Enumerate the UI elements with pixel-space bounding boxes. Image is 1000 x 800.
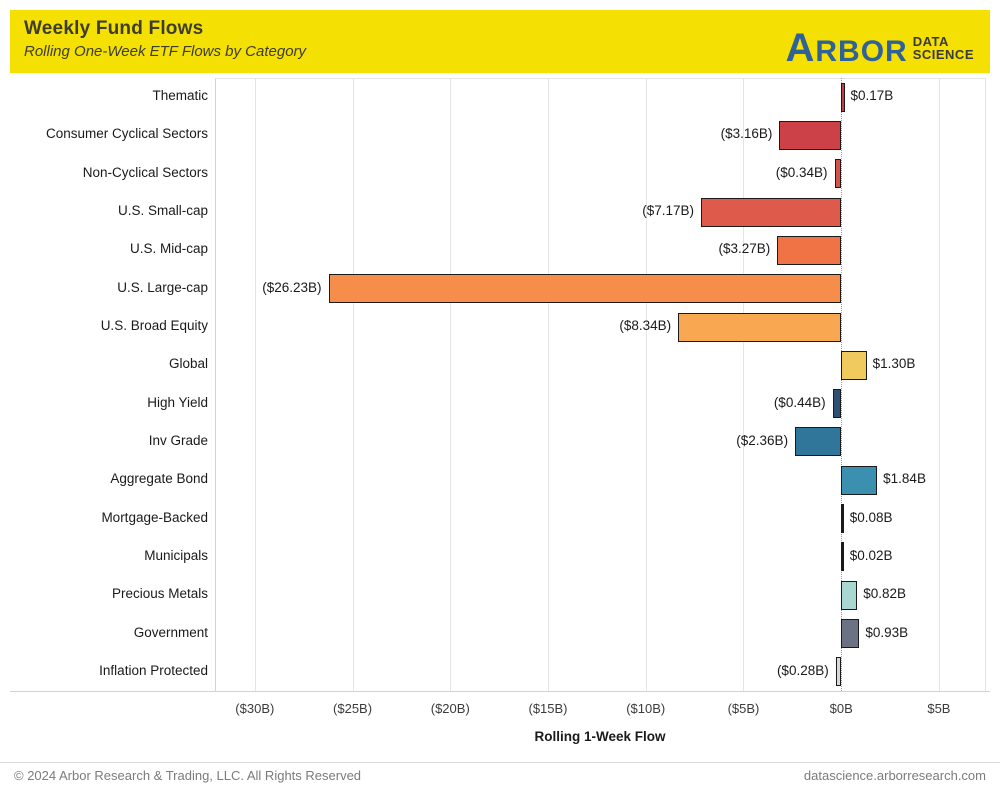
value-label: $1.30B (872, 356, 916, 372)
value-label: ($3.27B) (718, 241, 771, 257)
value-label: ($3.16B) (720, 126, 773, 142)
bar-precious-metals[interactable] (841, 580, 858, 610)
category-label: Mortgage-Backed (101, 509, 208, 525)
value-label: $0.08B (849, 509, 893, 525)
value-label: $0.82B (863, 586, 907, 602)
header-banner: Weekly Fund Flows Rolling One-Week ETF F… (10, 10, 990, 73)
category-label: High Yield (147, 394, 208, 410)
footer-url[interactable]: datascience.arborresearch.com (803, 768, 986, 783)
x-tick-label: ($30B) (235, 701, 275, 716)
category-label: U.S. Large-cap (117, 279, 208, 295)
x-gridline (254, 78, 256, 691)
x-tick-label: $0B (829, 701, 853, 716)
arbor-logo-sub: DATA SCIENCE (913, 35, 974, 61)
bar-global[interactable] (841, 350, 867, 380)
arbor-logo-science: SCIENCE (912, 47, 974, 62)
bar-non-cyclical-sectors[interactable] (834, 159, 842, 189)
zero-gridline (841, 78, 843, 691)
category-label: Consumer Cyclical Sectors (45, 126, 208, 142)
x-axis-title: Rolling 1-Week Flow (534, 729, 666, 744)
value-label: ($26.23B) (262, 279, 322, 295)
bar-inflation-protected[interactable] (835, 657, 842, 687)
value-label: $1.84B (883, 471, 926, 487)
value-label: $0.17B (850, 88, 894, 104)
footer-divider (0, 762, 1000, 763)
category-label: Inv Grade (148, 432, 208, 448)
category-label: Municipals (144, 547, 208, 563)
bar-consumer-cyclical-sectors[interactable] (779, 120, 842, 150)
category-label: Inflation Protected (99, 662, 208, 678)
x-tick-label: ($25B) (333, 701, 373, 716)
category-label: U.S. Broad Equity (100, 318, 208, 334)
bar-municipals[interactable] (841, 542, 844, 572)
x-tick-label: ($10B) (626, 701, 666, 716)
footer: © 2024 Arbor Research & Trading, LLC. Al… (0, 768, 1000, 783)
page-title: Weekly Fund Flows (24, 18, 204, 39)
value-label: $0.02B (849, 547, 893, 563)
arbor-logo: ARBOR DATA SCIENCE (785, 23, 974, 73)
bar-u-s-small-cap[interactable] (701, 197, 842, 227)
arbor-logo-rest: RBOR (815, 35, 908, 68)
x-tick-label: ($5B) (727, 701, 760, 716)
x-gridline (743, 78, 745, 691)
header-titles: Weekly Fund Flows Rolling One-Week ETF F… (24, 17, 306, 73)
x-gridline (352, 78, 354, 691)
value-label: ($0.34B) (775, 164, 828, 180)
category-label: Non-Cyclical Sectors (82, 164, 208, 180)
footer-copyright: © 2024 Arbor Research & Trading, LLC. Al… (14, 768, 362, 783)
x-axis-line (10, 691, 990, 692)
x-tick-label: $5B (927, 701, 951, 716)
bar-aggregate-bond[interactable] (841, 465, 878, 495)
x-gridline (450, 78, 452, 691)
bar-u-s-large-cap[interactable] (328, 274, 842, 304)
bar-inv-grade[interactable] (795, 427, 842, 457)
category-label: Precious Metals (111, 586, 208, 602)
x-gridline (645, 78, 647, 691)
bar-u-s-broad-equity[interactable] (678, 312, 842, 342)
x-gridline (938, 78, 940, 691)
category-label: U.S. Mid-cap (129, 241, 208, 257)
arbor-logo-first-letter: A (785, 26, 816, 70)
category-label: Global (168, 356, 208, 372)
page-subtitle: Rolling One-Week ETF Flows by Category (24, 42, 307, 60)
plot-border-right (985, 78, 986, 691)
category-label: Aggregate Bond (110, 471, 208, 487)
value-label: ($0.44B) (773, 394, 826, 410)
bar-thematic[interactable] (841, 82, 845, 112)
y-axis-line (215, 78, 216, 691)
value-label: ($7.17B) (642, 203, 695, 219)
category-label: Government (133, 624, 208, 640)
plot-border-top (215, 78, 985, 79)
x-tick-label: ($20B) (430, 701, 470, 716)
category-label: Thematic (152, 88, 208, 104)
x-tick-label: ($15B) (528, 701, 568, 716)
category-label: U.S. Small-cap (117, 203, 208, 219)
arbor-logo-data: DATA (912, 34, 949, 49)
bar-high-yield[interactable] (832, 389, 842, 419)
bar-mortgage-backed[interactable] (841, 504, 844, 534)
x-gridline (548, 78, 549, 691)
bar-u-s-mid-cap[interactable] (777, 235, 842, 265)
value-label: ($8.34B) (619, 318, 672, 334)
value-label: ($0.28B) (776, 662, 829, 678)
arbor-logo-brand: ARBOR (785, 28, 907, 68)
value-label: ($2.36B) (736, 432, 789, 448)
value-label: $0.93B (865, 624, 909, 640)
bar-government[interactable] (841, 619, 860, 649)
